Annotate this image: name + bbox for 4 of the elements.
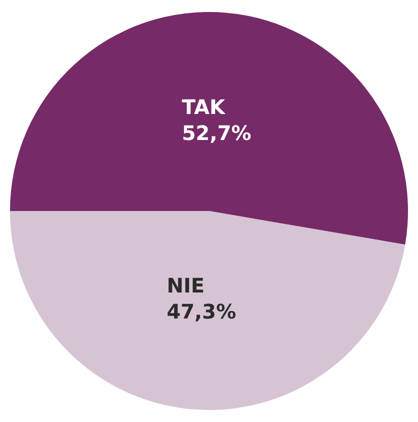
data-label: 52,7% xyxy=(182,120,252,145)
slice-label: NIE xyxy=(166,273,205,298)
data-label: 47,3% xyxy=(166,299,236,324)
slice-label: TAK xyxy=(182,94,226,119)
